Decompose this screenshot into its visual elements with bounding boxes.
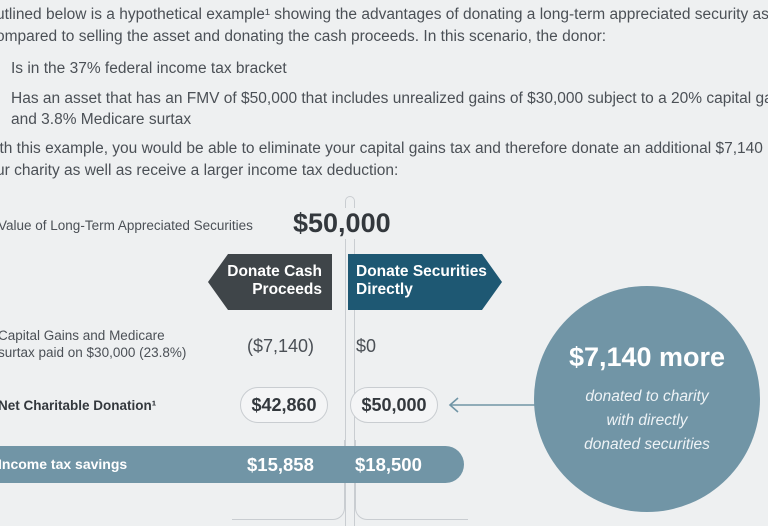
bullet-asset-line-1: Has an asset that has an FMV of $50,000 … xyxy=(11,90,768,107)
callout-line-1: donated to charity xyxy=(585,388,709,405)
income-tax-savings-bar xyxy=(0,446,464,483)
gains-securities-value: $0 xyxy=(356,336,377,356)
bullet-asset-line-2: and 3.8% Medicare surtax xyxy=(11,111,192,128)
donate-cash-tag-line-2: Proceeds xyxy=(252,281,322,298)
callout-line-3: donated securities xyxy=(584,436,710,453)
income-tax-savings-label: Income tax savings xyxy=(0,456,128,472)
donate-cash-tag-line-1: Donate Cash xyxy=(227,263,322,280)
gains-label-line-1: Capital Gains and Medicare xyxy=(0,328,165,343)
gains-cash-value: ($7,140) xyxy=(247,336,315,356)
bullet-tax-bracket: Is in the 37% federal income tax bracket xyxy=(11,60,287,77)
summary-line-2: ur charity as well as receive a larger i… xyxy=(0,162,399,179)
summary-line-1: ith this example, you would be able to e… xyxy=(0,140,763,157)
income-tax-savings-securities: $18,500 xyxy=(355,454,422,475)
column-divider xyxy=(345,196,355,526)
asset-value: $50,000 xyxy=(291,208,393,239)
donate-securities-tag: Donate Securities Directly xyxy=(348,254,502,310)
net-donation-cash-value: $42,860 xyxy=(240,387,328,423)
asset-value-label: Value of Long-Term Appreciated Securitie… xyxy=(0,218,253,233)
donate-securities-tag-line-2: Directly xyxy=(356,281,413,298)
callout-headline: $7,140 more xyxy=(568,342,726,372)
donate-cash-tag: Donate Cash Proceeds xyxy=(208,254,332,310)
additional-donation-callout: $7,140 more donated to charity with dire… xyxy=(534,286,760,512)
callout-line-2: with directly xyxy=(606,412,688,429)
net-donation-label: Net Charitable Donation¹ xyxy=(0,398,157,413)
donate-securities-tag-line-1: Donate Securities xyxy=(356,263,487,280)
arrow-left-icon xyxy=(448,397,536,413)
net-donation-securities-value: $50,000 xyxy=(350,387,438,423)
intro-line-1: utlined below is a hypothetical example¹… xyxy=(0,6,768,23)
gains-label-line-2: surtax paid on $30,000 (23.8%) xyxy=(0,345,187,360)
income-tax-savings-cash: $15,858 xyxy=(247,454,314,475)
intro-line-2: ompared to selling the asset and donatin… xyxy=(0,28,607,45)
